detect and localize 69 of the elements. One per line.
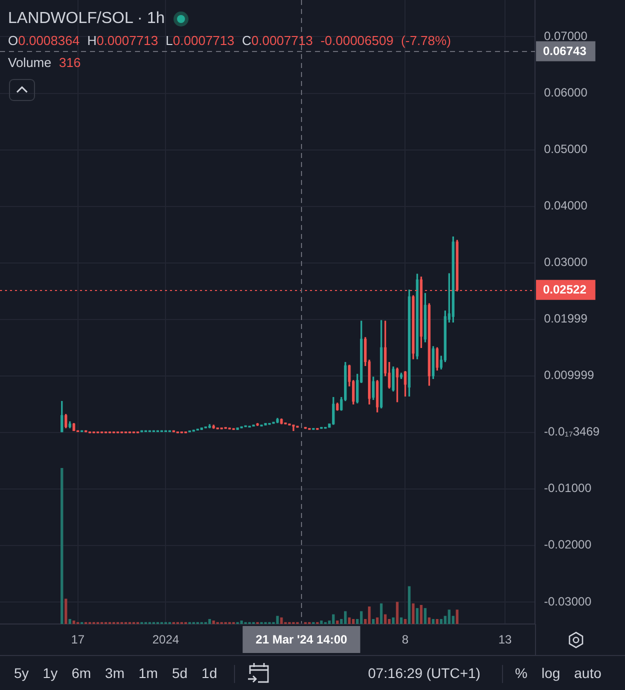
bar: [336, 620, 339, 624]
bar: [432, 618, 435, 624]
x-tick-label: 2024: [152, 632, 180, 647]
bar: [68, 618, 72, 624]
bar: [408, 586, 411, 624]
y-tick-label: 0.06000: [544, 86, 588, 100]
bar: [60, 468, 64, 624]
bar: [360, 611, 363, 624]
y-tick-label: 0.01999: [544, 312, 588, 326]
bar: [320, 620, 323, 624]
bar: [212, 620, 215, 624]
x-tick-label: 8: [402, 632, 409, 647]
y-tick-label: 0.03000: [544, 255, 588, 270]
bar: [208, 618, 211, 624]
ref-line-label: 0.02522: [543, 282, 587, 297]
y-tick-label: -0.02000: [544, 538, 592, 552]
text: 6m: [72, 664, 92, 683]
y-tick-label: -0.0₁₇3469: [544, 424, 600, 439]
bar: [64, 598, 68, 624]
text: LANDWOLF/SOL · 1h: [8, 9, 165, 29]
bar: [368, 606, 371, 624]
bar: [436, 618, 439, 624]
bar: [428, 617, 431, 624]
bar: [404, 618, 407, 624]
bar: [416, 608, 419, 624]
bar: [372, 618, 375, 624]
y-tick-label: -0.01000: [544, 481, 592, 496]
bar: [276, 616, 279, 624]
bar: [352, 618, 355, 624]
bar: [420, 604, 423, 624]
text: %: [515, 664, 528, 683]
y-tick-label: 0.05000: [544, 142, 588, 156]
bar: [332, 614, 335, 624]
bar: [384, 614, 387, 624]
y-tick-label: 0.009999: [544, 368, 594, 382]
bar: [380, 603, 383, 624]
bar: [424, 608, 427, 624]
chart-title: Volume 316: [8, 55, 81, 70]
text: auto: [574, 664, 602, 683]
text: 1d: [202, 664, 218, 683]
y-tick-label: 0.04000: [544, 198, 588, 213]
bar: [448, 610, 450, 624]
text: 5d: [172, 664, 188, 683]
x-tick-label: 21 Mar '24 14:00: [256, 632, 348, 647]
text: 1m: [138, 664, 158, 683]
x-tick-label: 13: [498, 632, 512, 647]
bar: [412, 603, 415, 624]
text: 3m: [105, 664, 124, 683]
text: log: [541, 664, 560, 683]
y-tick-label: 0.07000: [544, 29, 588, 44]
bar: [400, 617, 403, 624]
bar: [392, 617, 395, 624]
y-tick-label: -0.03000: [544, 594, 592, 608]
ref-line-label: 0.06743: [543, 44, 587, 58]
bar: [376, 617, 379, 624]
bar: [348, 617, 351, 624]
bar: [280, 617, 283, 624]
x-tick-label: 17: [71, 632, 85, 647]
annotation: O0.0008364 H0.0007713 L0.0007713 C0.0007713 -0.00006509 (-7.78%): [8, 33, 451, 48]
text: 5y: [14, 664, 29, 683]
bar: [440, 618, 443, 624]
bar: [456, 610, 458, 624]
text: 07:16:29 (UTC+1): [368, 665, 480, 681]
bar: [240, 620, 243, 624]
bar: [72, 620, 76, 624]
bar: [388, 618, 391, 624]
bar: [344, 611, 347, 624]
text: 1y: [42, 664, 58, 683]
bar: [396, 602, 399, 624]
